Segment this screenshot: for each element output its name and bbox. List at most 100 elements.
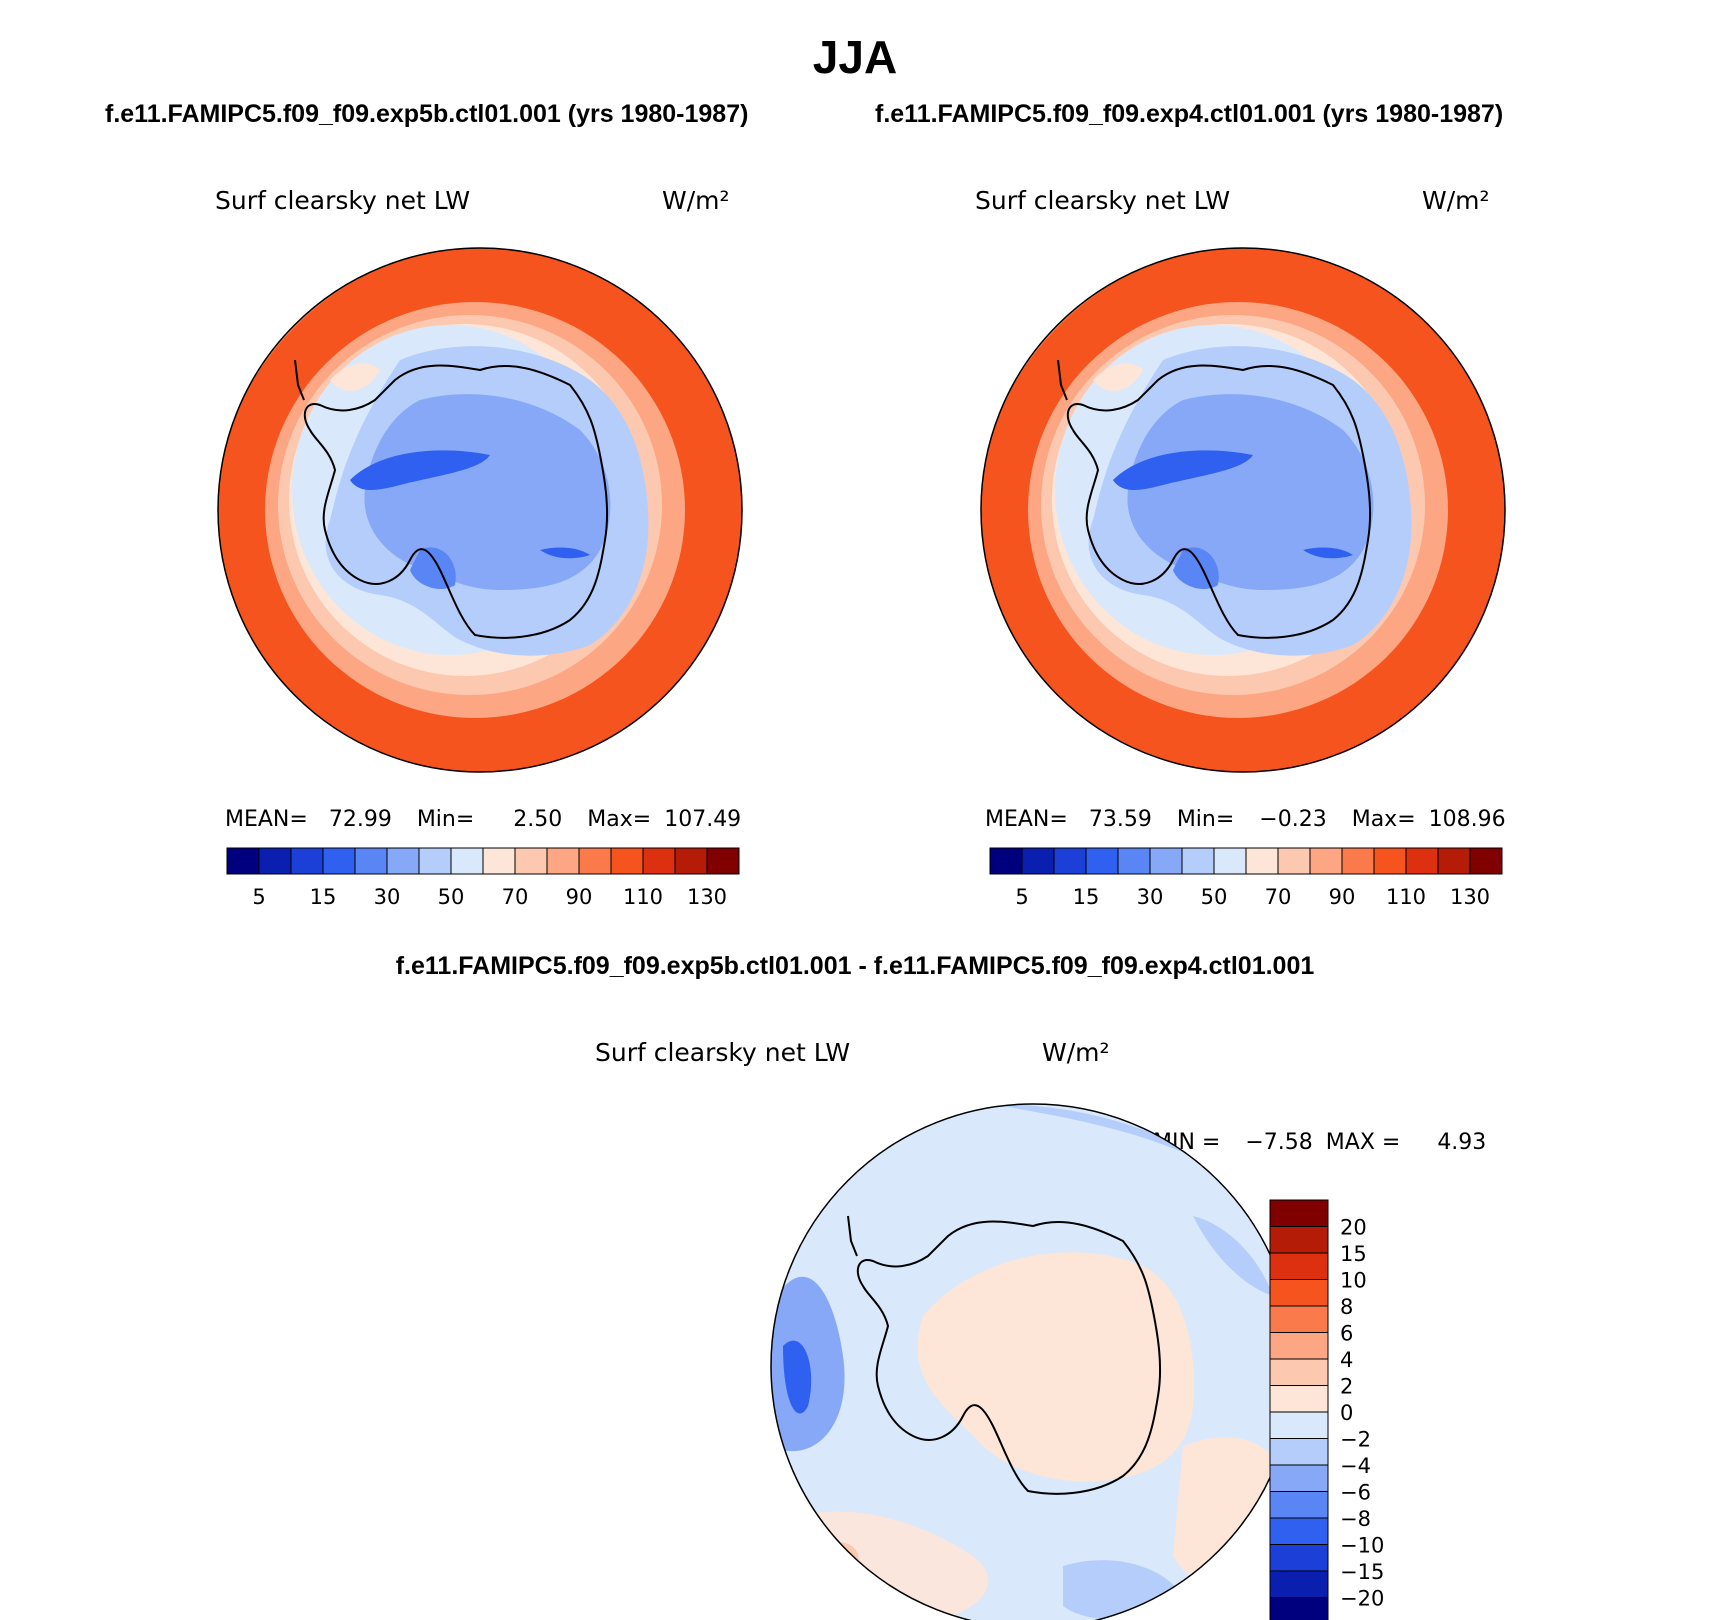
colorbar-box <box>642 847 676 875</box>
colorbar-box <box>1373 847 1407 875</box>
colorbar-box <box>1469 847 1503 875</box>
case-b-title: f.e11.FAMIPC5.f09_f09.exp4.ctl01.001 (yr… <box>875 100 1504 128</box>
colorbar-box <box>1269 1279 1329 1307</box>
colorbar-box <box>1269 1491 1329 1519</box>
colorbar-box <box>1269 1570 1329 1598</box>
max-value: 4.93 <box>1437 1130 1487 1155</box>
panel-a-variable: Surf clearsky net LW <box>215 186 471 215</box>
colorbar-box <box>290 847 324 875</box>
colorbar-box <box>1269 1597 1329 1620</box>
colorbar-tick-label: 70 <box>1265 885 1292 909</box>
panel-b-units: W/m² <box>1422 186 1490 215</box>
colorbar-tick-label: −10 <box>1340 1534 1384 1558</box>
colorbar-tick-label: 30 <box>1137 885 1164 909</box>
min-value: 2.50 <box>513 807 563 832</box>
colorbar-box <box>1269 1358 1329 1386</box>
colorbar-tick-label: 50 <box>1201 885 1228 909</box>
colorbar-tick-label: 5 <box>1015 885 1028 909</box>
colorbar-tick-label: 110 <box>623 885 663 909</box>
colorbar-tick-label: 8 <box>1340 1295 1353 1319</box>
colorbar-box <box>1053 847 1087 875</box>
colorbar-tick-label: 130 <box>687 885 727 909</box>
colorbar-box <box>546 847 580 875</box>
colorbar-box <box>322 847 356 875</box>
max-value: 107.49 <box>664 807 742 832</box>
colorbar-box <box>1269 1252 1329 1280</box>
colorbar-box <box>1277 847 1311 875</box>
colorbar-box <box>482 847 516 875</box>
colorbar-box <box>1269 1464 1329 1492</box>
colorbar-box <box>1181 847 1215 875</box>
colorbar-tick-label: 90 <box>1329 885 1356 909</box>
colorbar-box <box>1341 847 1375 875</box>
colorbar-box <box>578 847 612 875</box>
colorbar-box <box>354 847 388 875</box>
colorbar-box <box>989 847 1023 875</box>
colorbar-tick-label: 15 <box>1073 885 1100 909</box>
max-value: 108.96 <box>1428 807 1506 832</box>
colorbar-tick-label: 130 <box>1450 885 1490 909</box>
panel-a-colorbar: 5 15 30 50 70 90 110 130 <box>226 847 740 909</box>
mean-label: MEAN= <box>985 807 1068 832</box>
colorbar-tick-label: 2 <box>1340 1375 1353 1399</box>
colorbar-tick-label: 90 <box>566 885 593 909</box>
min-label: Min= <box>416 807 475 832</box>
panel-b-map <box>980 247 1506 773</box>
colorbar-tick-label: 10 <box>1340 1269 1367 1293</box>
panel-c-variable: Surf clearsky net LW <box>595 1038 851 1067</box>
colorbar-box <box>258 847 292 875</box>
max-label: Max= <box>1351 807 1416 832</box>
colorbar-tick-label: 70 <box>502 885 529 909</box>
colorbar-box <box>1269 1544 1329 1572</box>
colorbar-box <box>1269 1332 1329 1360</box>
mean-label: MEAN= <box>225 807 308 832</box>
panel-c-units: W/m² <box>1042 1038 1110 1067</box>
panel-a-map <box>217 247 743 773</box>
colorbar-box <box>1269 1385 1329 1413</box>
colorbar-box <box>1309 847 1343 875</box>
colorbar-box <box>1269 1226 1329 1254</box>
colorbar-box <box>1269 1438 1329 1466</box>
colorbar-box <box>1245 847 1279 875</box>
panel-b-stats: MEAN= 73.59 Min= −0.23 Max= 108.96 <box>985 807 1506 832</box>
max-label: MAX = <box>1325 1130 1401 1155</box>
colorbar-box <box>1269 1305 1329 1333</box>
colorbar-box <box>1405 847 1439 875</box>
max-label: Max= <box>587 807 652 832</box>
colorbar-tick-label: 0 <box>1340 1401 1353 1425</box>
colorbar-tick-label: 15 <box>1340 1242 1367 1266</box>
colorbar-box <box>1085 847 1119 875</box>
colorbar-box <box>1269 1411 1329 1439</box>
colorbar-tick-label: −4 <box>1340 1454 1371 1478</box>
colorbar-box <box>450 847 484 875</box>
colorbar-tick-label: 110 <box>1386 885 1426 909</box>
colorbar-box <box>1437 847 1471 875</box>
min-label: Min= <box>1176 807 1235 832</box>
colorbar-box <box>386 847 420 875</box>
panel-c-map <box>770 1103 1296 1620</box>
colorbar-tick-label: 4 <box>1340 1348 1353 1372</box>
colorbar-tick-label: −8 <box>1340 1507 1371 1531</box>
colorbar-box <box>226 847 260 875</box>
panel-a-units: W/m² <box>662 186 730 215</box>
colorbar-box <box>1269 1199 1329 1227</box>
colorbar-box <box>674 847 708 875</box>
colorbar-tick-label: 20 <box>1340 1216 1367 1240</box>
case-a-title: f.e11.FAMIPC5.f09_f09.exp5b.ctl01.001 (y… <box>105 100 749 128</box>
colorbar-box <box>706 847 740 875</box>
colorbar-tick-label: −6 <box>1340 1481 1371 1505</box>
colorbar-box <box>514 847 548 875</box>
panel-b-variable: Surf clearsky net LW <box>975 186 1231 215</box>
colorbar-tick-label: 5 <box>252 885 265 909</box>
panel-a-stats: MEAN= 72.99 Min= 2.50 Max= 107.49 <box>225 807 741 832</box>
panel-b-colorbar: 5 15 30 50 70 90 110 130 <box>989 847 1503 909</box>
panel-c-stats: MIN = −7.58 MAX = 4.93 <box>1153 1130 1486 1155</box>
min-value: −0.23 <box>1259 807 1327 832</box>
colorbar-box <box>1021 847 1055 875</box>
colorbar-tick-label: 6 <box>1340 1322 1353 1346</box>
colorbar-tick-label: 15 <box>310 885 337 909</box>
colorbar-box <box>610 847 644 875</box>
colorbar-tick-label: 30 <box>374 885 401 909</box>
colorbar-tick-label: −15 <box>1340 1560 1384 1584</box>
